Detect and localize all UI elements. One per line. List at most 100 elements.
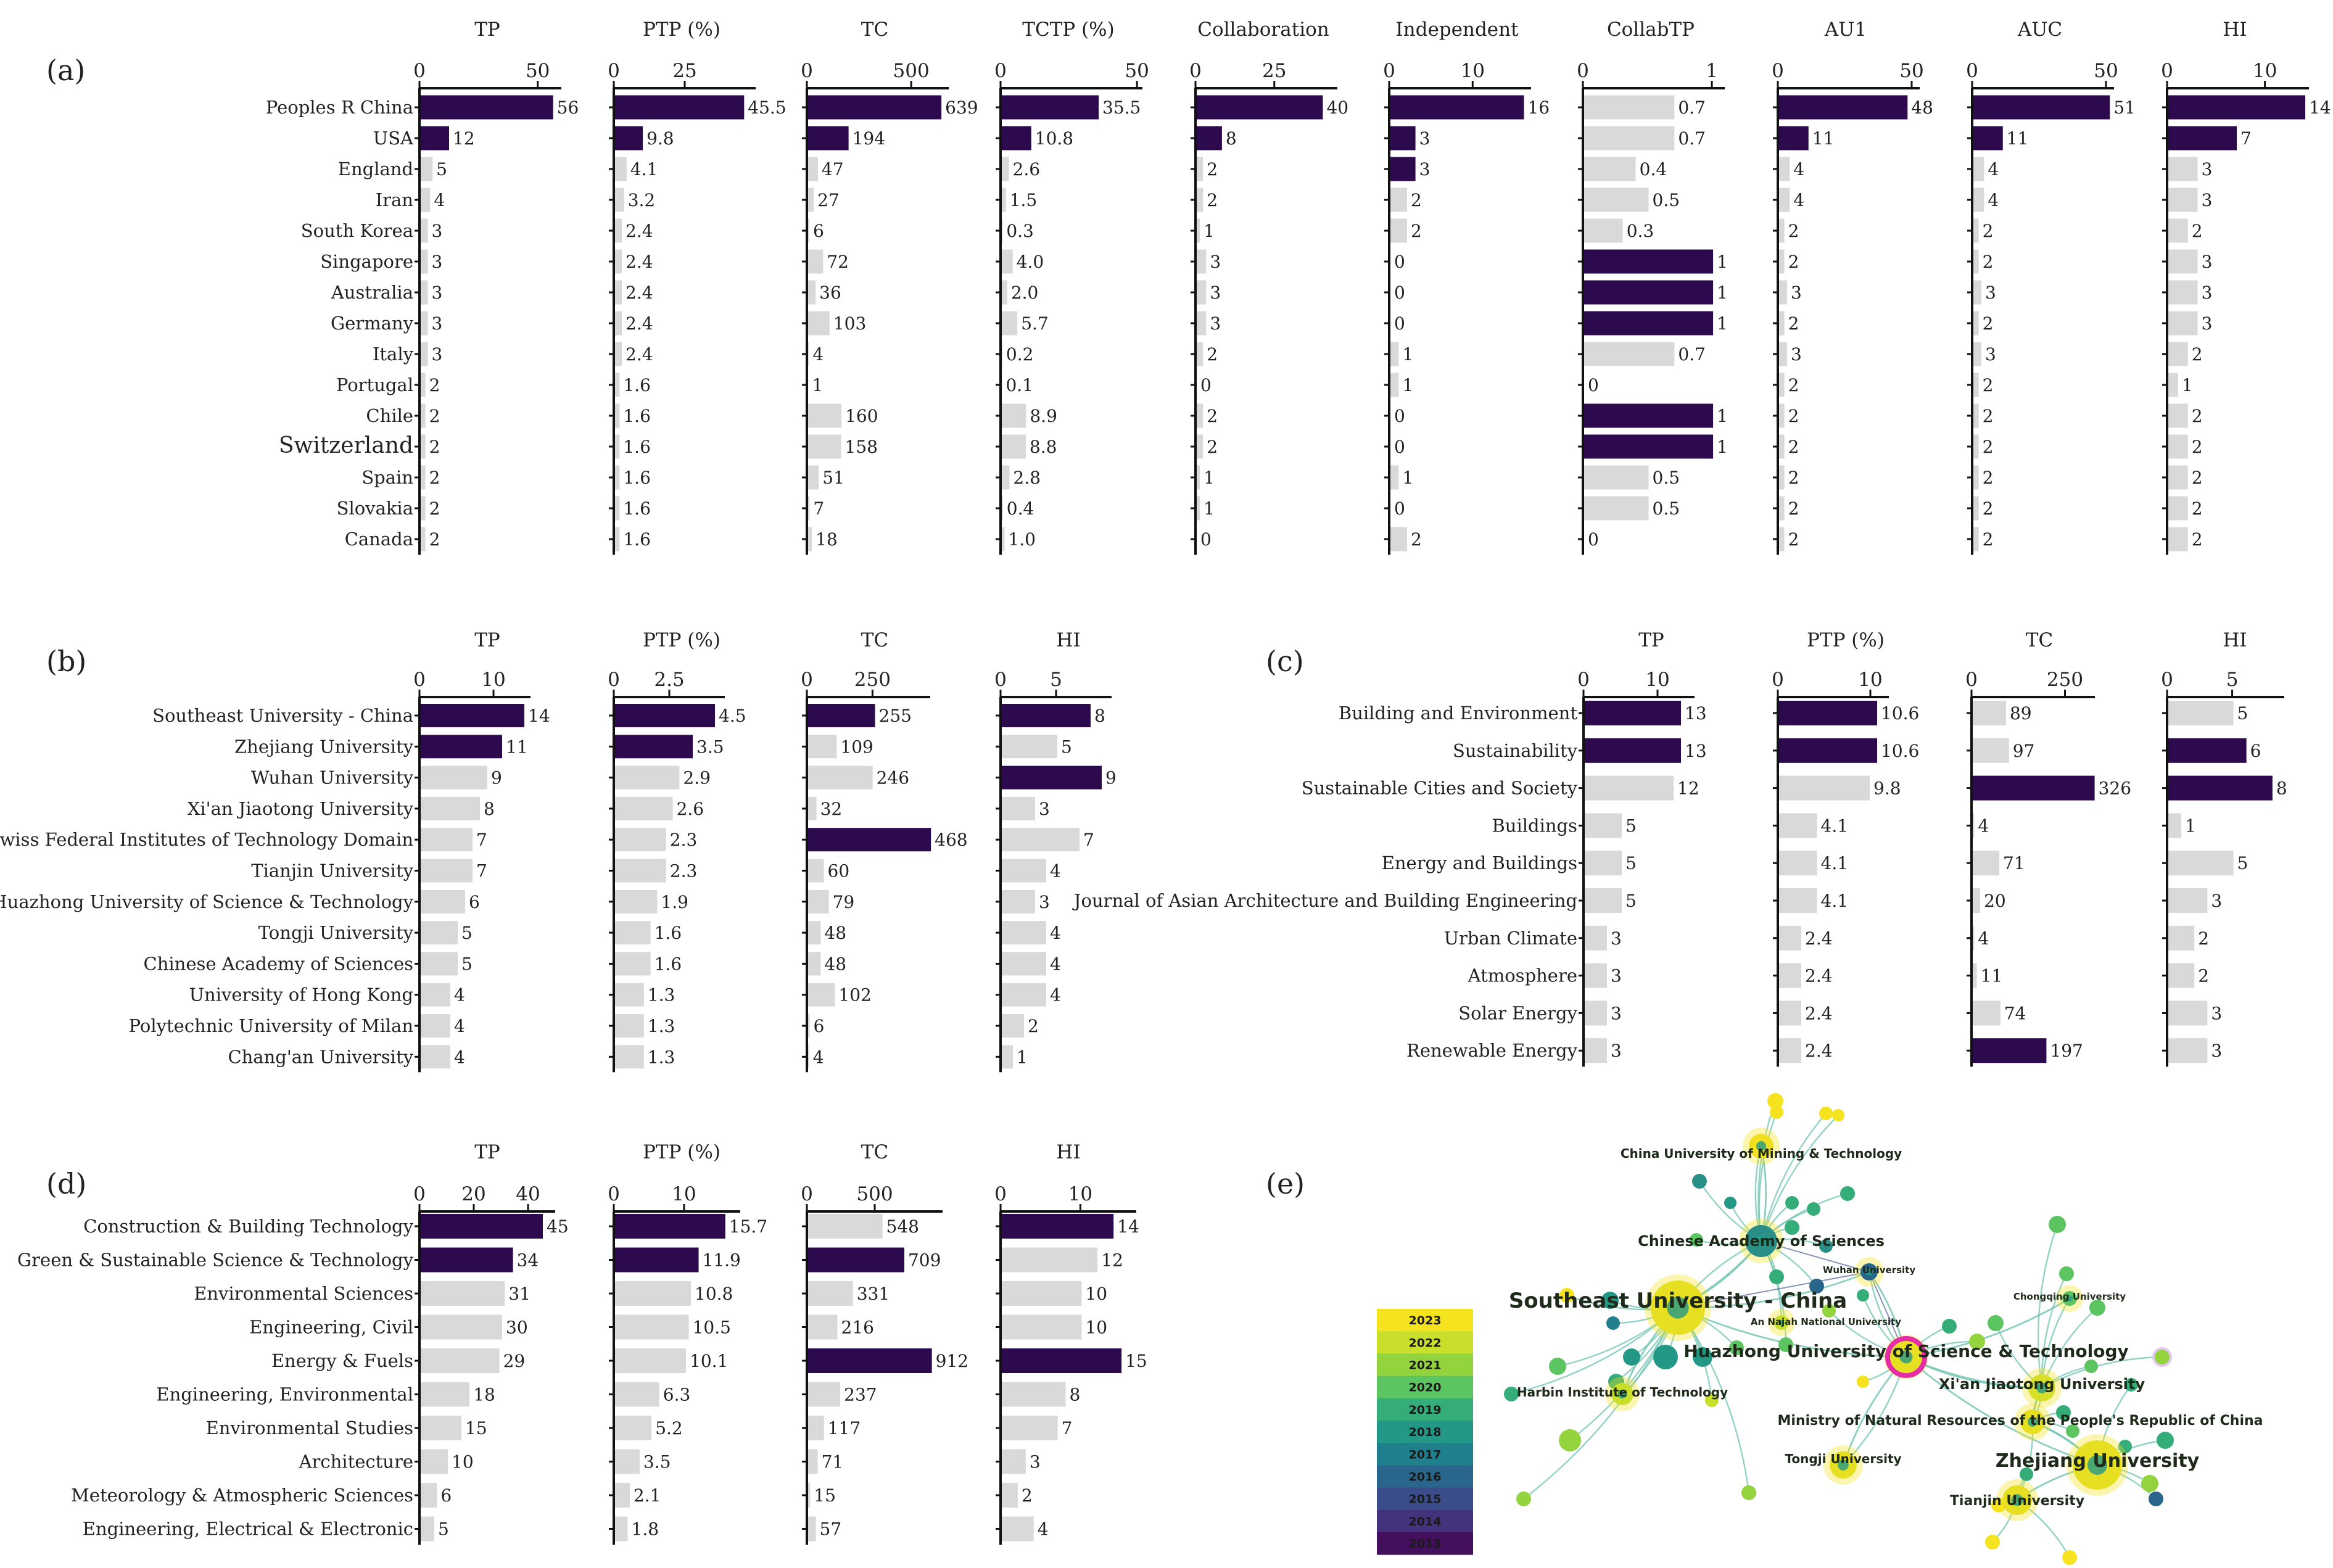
network-node-core-southeast-university-china (1667, 1297, 1689, 1319)
value-label-a-collabtp-germany: 1 (1717, 313, 1728, 334)
network-node (1693, 1347, 1712, 1367)
metric-title-b-hi: HI (1056, 629, 1080, 651)
network-node (1601, 1292, 1619, 1309)
bar-a-tc-south-korea (808, 218, 810, 243)
bar-a-collabtp-south-korea (1584, 218, 1623, 243)
value-label-a-tp-peoples-r-china: 56 (557, 97, 579, 118)
value-label-b-tc-wuhan-university: 246 (877, 768, 909, 788)
value-label-a-au1-switzerland: 2 (1788, 437, 1799, 457)
panel-label-a: (a) (46, 54, 85, 87)
bar-b-tc-wuhan-university (808, 765, 873, 790)
bar-b-ptp-wuhan-university (615, 765, 680, 790)
panel-b-bar-charts: Southeast University - China Zhejiang Uni… (0, 629, 1117, 1073)
bar-b-ptp-southeast-university-china (615, 704, 715, 727)
value-label-d-hi-environmental-sciences: 10 (1085, 1284, 1107, 1304)
network-node-core-xi-an-jiaotong-university (2036, 1382, 2047, 1393)
value-label-a-ptp-portugal: 1.6 (623, 375, 651, 395)
value-label-b-hi-chang-an-university: 1 (1017, 1047, 1028, 1067)
tick-label-d-hi: 10 (1068, 1183, 1092, 1205)
category-label-b-chang-an-university: Chang'an University (228, 1046, 413, 1067)
value-label-b-ptp-polytechnic-university-of-milan: 1.3 (648, 1016, 675, 1036)
network-node-core-harbin-institute-of-technology (1617, 1389, 1627, 1399)
tick-label-d-tp: 40 (516, 1183, 540, 1205)
bar-a-collaboration-iran (1197, 188, 1204, 212)
bar-a-independent-iran (1390, 188, 1408, 212)
metric-title-a-collabtp: CollabTP (1607, 19, 1695, 41)
legend-swatch-2015 (1377, 1487, 1473, 1511)
value-label-a-ptp-germany: 2.4 (626, 313, 653, 334)
bar-d-tp-meteorology-atmospheric-sciences (421, 1483, 437, 1508)
network-edge (2041, 1356, 2163, 1389)
bar-c-hi-journal-of-asian-architecture-and-building-engineering (2168, 888, 2208, 913)
value-label-d-hi-architecture: 3 (1030, 1452, 1041, 1472)
bar-a-hi-switzerland (2168, 434, 2188, 459)
bar-d-tp-engineering-civil (421, 1314, 502, 1340)
bar-a-collaboration-australia (1197, 280, 1207, 305)
value-label-d-hi-engineering-electrical-electronic: 4 (1038, 1519, 1049, 1540)
tick-label-b-hi: 5 (1050, 669, 1062, 691)
value-label-d-tp-engineering-electrical-electronic: 5 (438, 1519, 449, 1540)
network-node (1785, 1196, 1799, 1210)
value-label-b-ptp-xi-an-jiaotong-university: 2.6 (677, 799, 704, 819)
value-label-d-ptp-construction-building-technology: 15.7 (729, 1216, 767, 1237)
category-label-c-solar-energy: Solar Energy (1458, 1002, 1577, 1023)
value-label-a-collaboration-slovakia: 1 (1204, 498, 1215, 519)
value-label-b-tc-xi-an-jiaotong-university: 32 (820, 799, 843, 819)
value-label-a-ptp-england: 4.1 (630, 159, 658, 179)
bar-a-au1-singapore (1779, 249, 1785, 274)
category-label-a-portugal: Portugal (336, 374, 413, 395)
network-node (1807, 1202, 1820, 1216)
value-label-c-tc-building-and-environment: 89 (2010, 703, 2032, 724)
value-label-c-tc-buildings: 4 (1978, 815, 1989, 836)
bar-b-ptp-polytechnic-university-of-milan (615, 1014, 644, 1038)
tick-label-b-tc: 250 (854, 669, 891, 691)
bar-b-hi-southeast-university-china (1002, 704, 1091, 727)
bar-a-tctp-england (1002, 157, 1009, 181)
bar-a-tc-italy (808, 342, 809, 366)
value-label-a-ptp-peoples-r-china: 45.5 (748, 97, 786, 118)
value-label-a-independent-slovakia: 0 (1394, 498, 1405, 519)
legend-swatch-2023 (1377, 1309, 1473, 1332)
panel-e-network: China University of Mining & Technology C… (1377, 1093, 2263, 1565)
value-label-a-au1-portugal: 2 (1788, 375, 1799, 395)
value-label-c-ptp-energy-and-buildings: 4.1 (1821, 853, 1849, 873)
category-label-d-engineering-environmental: Engineering, Environmental (156, 1384, 413, 1405)
bar-b-tp-tianjin-university (421, 859, 473, 883)
bar-a-hi-spain (2168, 465, 2188, 490)
category-label-d-meteorology-atmospheric-sciences: Meteorology & Atmospheric Sciences (71, 1485, 413, 1506)
tick-label-d-tp: 20 (461, 1183, 485, 1205)
bar-c-tp-sustainability (1585, 738, 1681, 763)
network-node (1778, 1337, 1793, 1352)
category-label-a-germany: Germany (331, 313, 414, 334)
category-label-c-journal-of-asian-architecture-and-building-engineering: Journal of Asian Architecture and Buildi… (1072, 890, 1577, 911)
bar-b-tc-zhejiang-university (808, 735, 837, 759)
value-label-d-tp-engineering-civil: 30 (506, 1318, 528, 1338)
bar-a-ptp-peoples-r-china (615, 95, 745, 120)
bar-a-au1-switzerland (1779, 434, 1785, 459)
bar-a-tc-chile (808, 403, 842, 428)
value-label-d-tc-engineering-environmental: 237 (844, 1385, 877, 1405)
value-label-a-tp-canada: 2 (429, 529, 440, 550)
bar-b-tp-swiss-federal-institutes-of-technology-domain (421, 828, 473, 852)
value-label-a-ptp-iran: 3.2 (628, 190, 656, 210)
category-label-d-architecture: Architecture (299, 1451, 413, 1472)
bar-a-ptp-canada (615, 527, 620, 551)
category-label-a-south-korea: South Korea (301, 220, 413, 241)
bar-b-ptp-xi-an-jiaotong-university (615, 796, 673, 820)
legend-swatch-2017 (1377, 1443, 1473, 1466)
value-label-a-independent-germany: 0 (1394, 313, 1405, 334)
bar-b-hi-chinese-academy-of-sciences (1002, 952, 1046, 976)
network-node-ring (2152, 1347, 2172, 1367)
value-label-a-auc-italy: 3 (1985, 344, 1996, 365)
value-label-a-au1-australia: 3 (1791, 283, 1802, 303)
value-label-b-hi-huazhong-university-of-science-technology: 3 (1039, 892, 1050, 912)
value-label-c-ptp-buildings: 4.1 (1821, 815, 1849, 836)
bar-d-tc-energy-fuels (808, 1348, 932, 1373)
legend-year-2015: 2015 (1409, 1493, 1442, 1506)
legend-year-2014: 2014 (1409, 1515, 1442, 1529)
bar-d-tc-construction-building-technology (808, 1214, 883, 1239)
bar-d-tc-engineering-electrical-electronic (808, 1516, 816, 1541)
value-label-d-ptp-energy-fuels: 10.1 (690, 1351, 728, 1371)
bar-a-tc-usa (808, 126, 849, 151)
